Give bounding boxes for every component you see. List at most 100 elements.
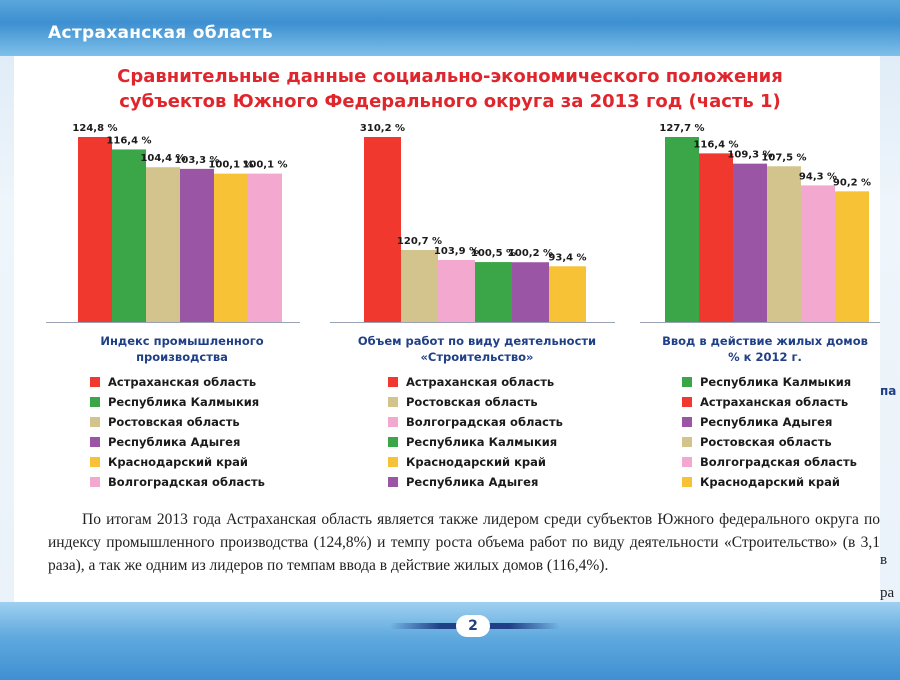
chart-1-bar — [214, 173, 248, 322]
legend-swatch — [90, 397, 100, 407]
summary-paragraph: По итогам 2013 года Астраханская область… — [48, 511, 880, 574]
chart-2-data-label: 100,2 % — [508, 248, 553, 259]
chart-1-data-label: 100,1 % — [208, 160, 253, 171]
header-band: Астраханская область — [0, 0, 900, 56]
legend-item: Краснодарский край — [90, 452, 265, 472]
right-edge-fragment-1: па — [880, 384, 897, 398]
legend-swatch — [388, 477, 398, 487]
chart-1-caption: Индекс промышленного производства — [62, 333, 302, 365]
legend-swatch — [682, 457, 692, 467]
legend-item: Краснодарский край — [682, 472, 857, 492]
legend-label: Ростовская область — [406, 395, 538, 409]
legend-swatch — [90, 457, 100, 467]
chart-1-data-label: 124,8 % — [72, 123, 117, 134]
legend-item: Ростовская область — [682, 432, 857, 452]
region-title: Астраханская область — [48, 23, 273, 43]
legend-label: Краснодарский край — [700, 475, 840, 489]
chart-1-data-label: 104,4 % — [140, 153, 185, 164]
chart-1-bar — [146, 167, 180, 322]
chart-3-legend: Республика Калмыкия Астраханская область Р… — [682, 372, 857, 492]
chart-2-data-label: 100,5 % — [471, 248, 516, 259]
chart-2-data-label: 103,9 % — [434, 246, 479, 257]
legend-label: Республика Адыгея — [108, 435, 241, 449]
legend-label: Республика Калмыкия — [700, 375, 852, 389]
right-edge-fragment-2: в — [880, 552, 888, 568]
legend-item: Ростовская область — [388, 392, 563, 412]
chart-1-caption-line-1: Индекс промышленного — [100, 334, 264, 348]
chart-3-data-label: 127,7 % — [659, 123, 704, 134]
chart-2-data-label: 93,4 % — [548, 252, 586, 263]
legend-label: Краснодарский край — [108, 455, 248, 469]
chart-1-data-label: 103,3 % — [174, 155, 219, 166]
chart-1-legend: Астраханская область Республика Калмыкия Р… — [90, 372, 265, 492]
chart-1-bar — [180, 168, 214, 322]
legend-swatch — [90, 477, 100, 487]
chart-2-bar — [438, 260, 475, 322]
legend-label: Волгоградская область — [108, 475, 265, 489]
legend-label: Республика Калмыкия — [108, 395, 260, 409]
chart-3-data-label: 107,5 % — [761, 152, 806, 163]
legend-item: Республика Калмыкия — [388, 432, 563, 452]
legend-label: Волгоградская область — [700, 455, 857, 469]
legend-label: Волгоградская область — [406, 415, 563, 429]
chart-2-bar — [512, 262, 549, 322]
legend-label: Республика Адыгея — [406, 475, 539, 489]
chart-3-data-label: 90,2 % — [833, 177, 871, 188]
legend-label: Республика Калмыкия — [406, 435, 558, 449]
legend-item: Астраханская область — [90, 372, 265, 392]
legend-swatch — [682, 477, 692, 487]
chart-3-bar — [699, 153, 733, 322]
chart-2-caption-line-1: Объем работ по виду деятельности — [357, 334, 597, 348]
chart-2-data-label: 120,7 % — [397, 236, 442, 247]
chart-2-bar — [401, 250, 438, 322]
legend-swatch — [682, 397, 692, 407]
chart-2-bar — [549, 266, 586, 322]
page-title-line-2: субъектов Южного Федерального округа за … — [119, 91, 781, 112]
legend-swatch — [90, 437, 100, 447]
chart-3-caption-line-1: Ввод в действие жилых домов — [662, 334, 868, 348]
page-number: 2 — [456, 615, 490, 637]
chart-1-bar — [248, 173, 282, 322]
legend-swatch — [388, 457, 398, 467]
legend-item: Республика Адыгея — [90, 432, 265, 452]
chart-2-bar — [475, 262, 512, 322]
page-title-line-1: Сравнительные данные социально-экономиче… — [117, 66, 783, 87]
right-edge-fragment-3: ра — [880, 585, 895, 601]
legend-item: Республика Адыгея — [388, 472, 563, 492]
chart-3-data-label: 94,3 % — [799, 171, 837, 182]
chart-3-bar — [801, 185, 835, 322]
bar-charts-area: 124,8 %116,4 %104,4 %103,3 %100,1 %100,1… — [46, 123, 880, 323]
legend-item: Ростовская область — [90, 412, 265, 432]
chart-3-bar — [835, 191, 869, 322]
legend-item: Республика Калмыкия — [90, 392, 265, 412]
chart-3-caption: Ввод в действие жилых домов % к 2012 г. — [650, 333, 880, 365]
legend-item: Астраханская область — [682, 392, 857, 412]
legend-swatch — [388, 417, 398, 427]
legend-label: Краснодарский край — [406, 455, 546, 469]
legend-label: Астраханская область — [406, 375, 555, 389]
legend-label: Астраханская область — [700, 395, 849, 409]
chart-2-legend: Астраханская область Ростовская область Во… — [388, 372, 563, 492]
chart-1-data-label: 116,4 % — [106, 135, 151, 146]
legend-swatch — [388, 437, 398, 447]
legend-swatch — [682, 417, 692, 427]
legend-label: Республика Адыгея — [700, 415, 833, 429]
chart-2-data-label: 310,2 % — [360, 123, 405, 134]
chart-3-bar — [767, 166, 801, 322]
chart-1-caption-line-2: производства — [136, 350, 228, 364]
chart-1-bar — [78, 137, 112, 322]
legend-item: Астраханская область — [388, 372, 563, 392]
legend-swatch — [90, 417, 100, 427]
content-card — [14, 56, 880, 602]
legend-swatch — [90, 377, 100, 387]
chart-2-caption-line-2: «Строительство» — [420, 350, 534, 364]
legend-swatch — [682, 437, 692, 447]
footer-band — [0, 602, 900, 680]
legend-swatch — [388, 377, 398, 387]
legend-item: Краснодарский край — [388, 452, 563, 472]
chart-3-bar — [665, 137, 699, 322]
legend-label: Астраханская область — [108, 375, 257, 389]
legend-item: Волгоградская область — [90, 472, 265, 492]
legend-swatch — [682, 377, 692, 387]
legend-label: Ростовская область — [700, 435, 832, 449]
